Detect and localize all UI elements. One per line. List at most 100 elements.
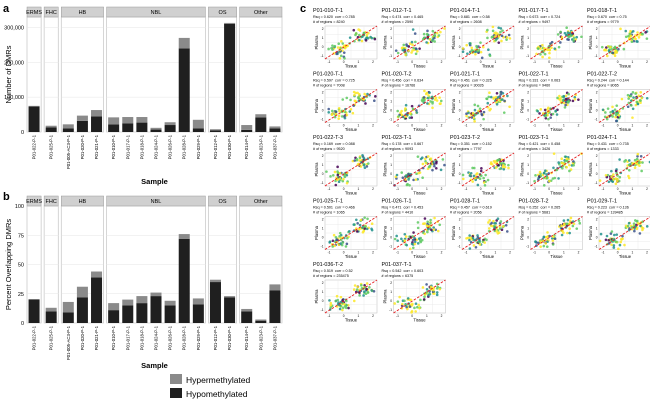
bar-hypermethylated [91, 110, 103, 117]
y-tick-label: 0 [596, 172, 598, 176]
x-tick-label: 2 [441, 187, 443, 191]
y-tick-label: -1 [389, 181, 392, 185]
scatter-point [432, 228, 436, 231]
scatter-point [560, 233, 564, 237]
fit-line [324, 216, 378, 250]
scatter-point [343, 304, 347, 308]
scatter-point [393, 302, 396, 305]
scatter-y-label: Plasma [314, 289, 319, 304]
y-tick-label: 1 [322, 36, 324, 40]
scatter-point [503, 99, 506, 103]
bar-hypomethylated [209, 282, 221, 323]
scatter-point [627, 221, 631, 225]
y-tick-label: -1 [526, 245, 529, 249]
scatter-point [363, 216, 366, 219]
scatter-point [429, 285, 433, 289]
scatter-point [572, 36, 576, 40]
fit-line [393, 152, 446, 187]
scatter-stats-rsq-corr: Rsq = 0.178 corr = 0.667 [382, 142, 424, 146]
scatter-point [355, 288, 359, 291]
scatter-point [413, 306, 416, 310]
x-tick-label: -1 [533, 251, 536, 255]
facet-strip-label: Other [254, 10, 268, 16]
scatter-point [632, 96, 635, 99]
scatter-point [343, 302, 346, 306]
scatter-point [491, 25, 495, 29]
x-tick-label: 1 [357, 187, 359, 191]
scatter-point [573, 95, 577, 99]
bar-hypomethylated [76, 120, 88, 132]
x-tick-label: P01-023-P-1 [258, 325, 263, 350]
x-tick-label: 0 [411, 314, 413, 318]
scatter-point [476, 234, 479, 237]
scatter-point [631, 30, 635, 33]
y-tick-label: 2 [459, 218, 461, 222]
x-tick-label: 2 [372, 60, 374, 64]
scatter-point [496, 32, 499, 35]
scatter-point [478, 239, 481, 242]
scatter-point [543, 108, 547, 112]
scatter-point [422, 96, 426, 99]
scatter-point [543, 52, 547, 56]
x-tick-label: -1 [465, 60, 468, 64]
x-tick-label: 1 [426, 251, 428, 255]
scatter-point [487, 48, 490, 52]
scatter-point [435, 287, 439, 290]
scatter-rsq: Rsq = 0.223 [587, 206, 607, 210]
bar-hypomethylated [108, 310, 120, 323]
bar-hypermethylated [76, 286, 88, 298]
scatter-point [615, 233, 619, 236]
x-tick-label: -1 [396, 60, 399, 64]
x-tick-label: 2 [578, 187, 580, 191]
scatter-rsq: Rsq = 0.597 [313, 79, 333, 83]
scatter-point [337, 301, 340, 304]
scatter-point [425, 32, 429, 36]
scatter-point [604, 238, 608, 242]
scatter-point [330, 109, 334, 113]
scatter-point [410, 40, 414, 44]
scatter-title: P01-037-T-1 [382, 262, 412, 268]
scatter-point [336, 170, 339, 173]
scatter-point [496, 37, 499, 40]
scatter-point [339, 54, 343, 58]
y-tick-label: 1 [596, 163, 598, 167]
scatter-point [486, 101, 490, 105]
fit-line [530, 216, 583, 250]
x-tick-label: 2 [509, 60, 511, 64]
panel-b-bar-chart: Percent Overlapping DMRs Sample 0 25 50 75 100… [4, 195, 283, 370]
scatter-point [478, 107, 482, 110]
facet-strip [43, 6, 59, 18]
scatter-point [612, 246, 616, 249]
scatter-point [566, 222, 569, 226]
scatter-point [353, 284, 357, 287]
scatter-point [334, 236, 338, 239]
scatter-point [638, 99, 642, 102]
scatter-point [544, 114, 548, 117]
scatter-point [348, 36, 352, 39]
x-tick-label: 1 [357, 251, 359, 255]
scatter-point [617, 247, 620, 251]
scatter-point [548, 234, 551, 238]
scatter-point [335, 294, 339, 298]
scatter-point [422, 298, 426, 301]
x-tick-label: 1 [631, 187, 633, 191]
y-tick-label: -1 [458, 118, 461, 122]
scatter-point [633, 229, 636, 233]
scatter-point [461, 47, 465, 50]
scatter-stats-rsq-corr: Rsq = 0.244 corr = 0.144 [587, 79, 629, 83]
bar-hypermethylated [91, 271, 103, 278]
scatter-point [356, 221, 359, 225]
scatter-point [418, 47, 421, 50]
scatter-x-label: Tissue [413, 127, 426, 132]
scatter-point [416, 221, 420, 224]
scatter-point [427, 94, 430, 97]
bar-hypomethylated [241, 129, 253, 132]
scatter-point [413, 242, 417, 246]
scatter-point [491, 29, 495, 33]
scatter-point [405, 183, 409, 187]
scatter-point [598, 179, 602, 182]
scatter-point [336, 46, 340, 49]
bar-hypermethylated [28, 299, 40, 300]
scatter-point [627, 163, 631, 167]
y-tick-label: 300,000 [4, 25, 24, 31]
